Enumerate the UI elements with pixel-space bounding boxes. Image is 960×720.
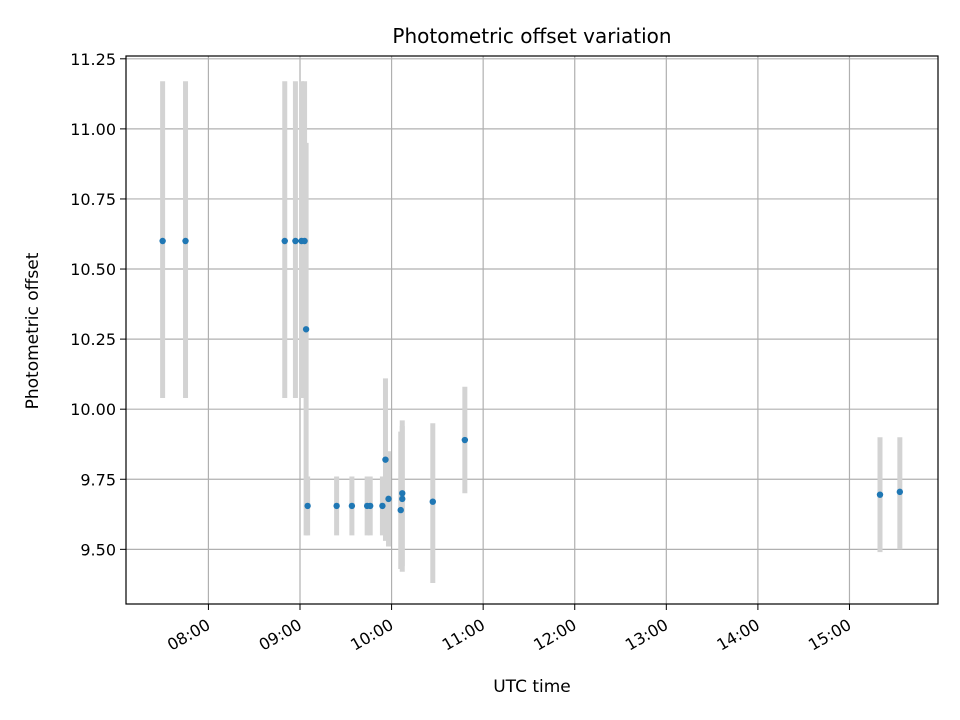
data-point xyxy=(159,237,166,245)
data-point xyxy=(399,495,406,503)
y-tick-label: 10.50 xyxy=(70,260,116,279)
grid xyxy=(126,56,938,604)
data-point xyxy=(304,502,311,510)
data-point xyxy=(379,502,386,510)
data-point xyxy=(367,502,374,510)
plot-frame xyxy=(125,55,939,605)
y-tick-label: 10.00 xyxy=(70,400,116,419)
data-point xyxy=(333,502,340,510)
data-point xyxy=(876,491,884,498)
data-point xyxy=(382,456,389,463)
data-point xyxy=(281,237,288,245)
data-point xyxy=(399,490,406,497)
y-axis-label: Photometric offset xyxy=(23,252,43,409)
y-tick-label: 9.75 xyxy=(80,470,116,489)
data-point xyxy=(429,498,436,505)
data-point xyxy=(182,237,189,245)
y-tick-label: 10.75 xyxy=(70,190,116,209)
y-tick-label: 10.25 xyxy=(70,330,116,349)
data-point xyxy=(292,237,299,245)
data-point xyxy=(385,495,392,503)
data-point xyxy=(302,326,310,333)
data-points xyxy=(159,237,904,514)
chart-title: Photometric offset variation xyxy=(392,24,671,48)
y-tick-label: 11.25 xyxy=(70,50,116,69)
data-point xyxy=(397,506,404,514)
x-axis-label: UTC time xyxy=(493,677,571,697)
data-point xyxy=(461,436,469,444)
data-point xyxy=(348,502,356,510)
data-point xyxy=(896,488,904,496)
y-tick-label: 11.00 xyxy=(70,120,116,139)
y-tick-label: 9.50 xyxy=(80,540,116,559)
data-point xyxy=(301,237,308,245)
